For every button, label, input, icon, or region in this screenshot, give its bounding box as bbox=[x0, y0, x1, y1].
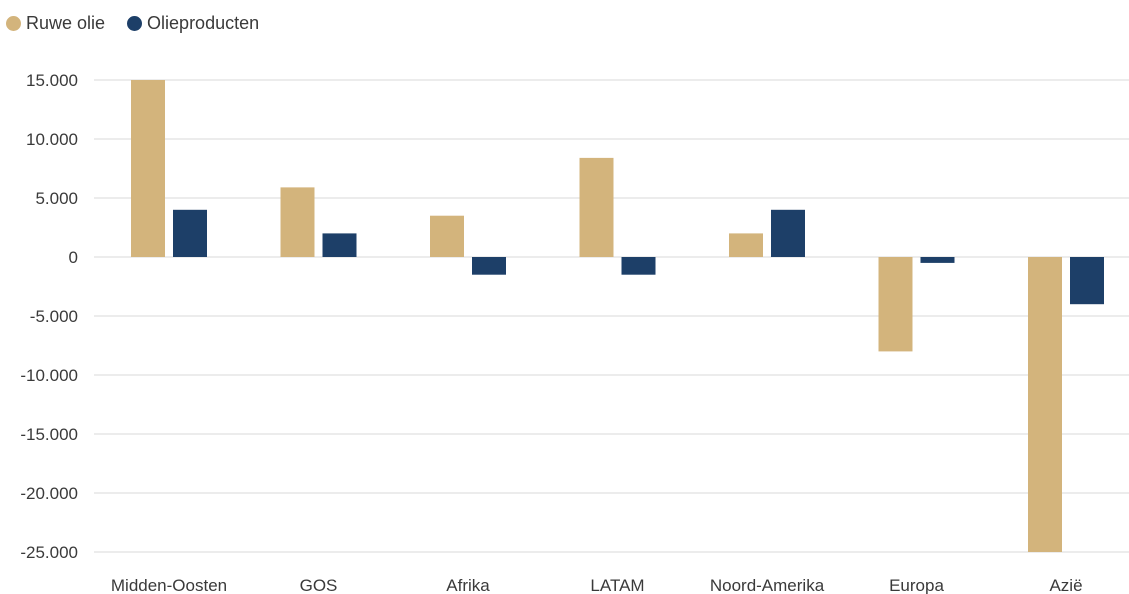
legend-label-olieproducten: Olieproducten bbox=[147, 13, 260, 33]
bar-olieproducten bbox=[621, 257, 656, 275]
x-category-label: Azië bbox=[1049, 576, 1082, 594]
bar-olieproducten bbox=[322, 233, 357, 257]
bar-ruwe-olie bbox=[579, 157, 614, 257]
y-tick-label: -5.000 bbox=[30, 307, 78, 326]
x-category-label: Europa bbox=[889, 576, 944, 594]
legend: Ruwe olie Olieproducten bbox=[6, 13, 281, 34]
bar-olieproducten bbox=[920, 257, 955, 263]
legend-label-ruwe-olie: Ruwe olie bbox=[26, 13, 106, 33]
legend-item-ruwe-olie: Ruwe olie bbox=[6, 13, 105, 34]
bar-ruwe-olie bbox=[1028, 257, 1062, 552]
bar-ruwe-olie bbox=[280, 187, 315, 257]
bar-olieproducten bbox=[771, 209, 805, 257]
bar-olieproducten bbox=[1070, 257, 1104, 305]
x-category-label: Midden-Oosten bbox=[111, 576, 227, 594]
bar-ruwe-olie bbox=[131, 80, 165, 257]
bar-ruwe-olie bbox=[430, 215, 464, 257]
x-category-label: Noord-Amerika bbox=[710, 576, 825, 594]
x-category-label: LATAM bbox=[590, 576, 644, 594]
y-tick-label: 5.000 bbox=[35, 189, 78, 208]
y-tick-label: 10.000 bbox=[26, 130, 78, 149]
bars bbox=[131, 80, 1104, 552]
y-axis-ticks: 15.000 10.000 5.000 0 -5.000 -10.000 -15.000 -2… bbox=[20, 71, 78, 562]
gridlines bbox=[94, 79, 1129, 553]
legend-swatch-ruwe-olie bbox=[6, 16, 21, 31]
y-tick-label: -10.000 bbox=[20, 366, 78, 385]
legend-swatch-olieproducten bbox=[127, 16, 143, 31]
y-tick-label: 15.000 bbox=[26, 71, 78, 90]
x-category-label: Afrika bbox=[446, 576, 490, 594]
bar-olieproducten bbox=[472, 257, 506, 275]
x-axis-labels: Midden-Oosten GOS Afrika LATAM Noord-Amerika… bbox=[111, 576, 1083, 594]
y-tick-label: -25.000 bbox=[20, 543, 78, 562]
bar-ruwe-olie bbox=[878, 257, 913, 352]
bar-olieproducten bbox=[173, 209, 207, 257]
y-tick-label: 0 bbox=[69, 248, 78, 267]
y-tick-label: -15.000 bbox=[20, 425, 78, 444]
legend-item-olieproducten: Olieproducten bbox=[127, 13, 259, 34]
x-category-label: GOS bbox=[300, 576, 338, 594]
bar-ruwe-olie bbox=[729, 233, 763, 257]
y-tick-label: -20.000 bbox=[20, 484, 78, 503]
